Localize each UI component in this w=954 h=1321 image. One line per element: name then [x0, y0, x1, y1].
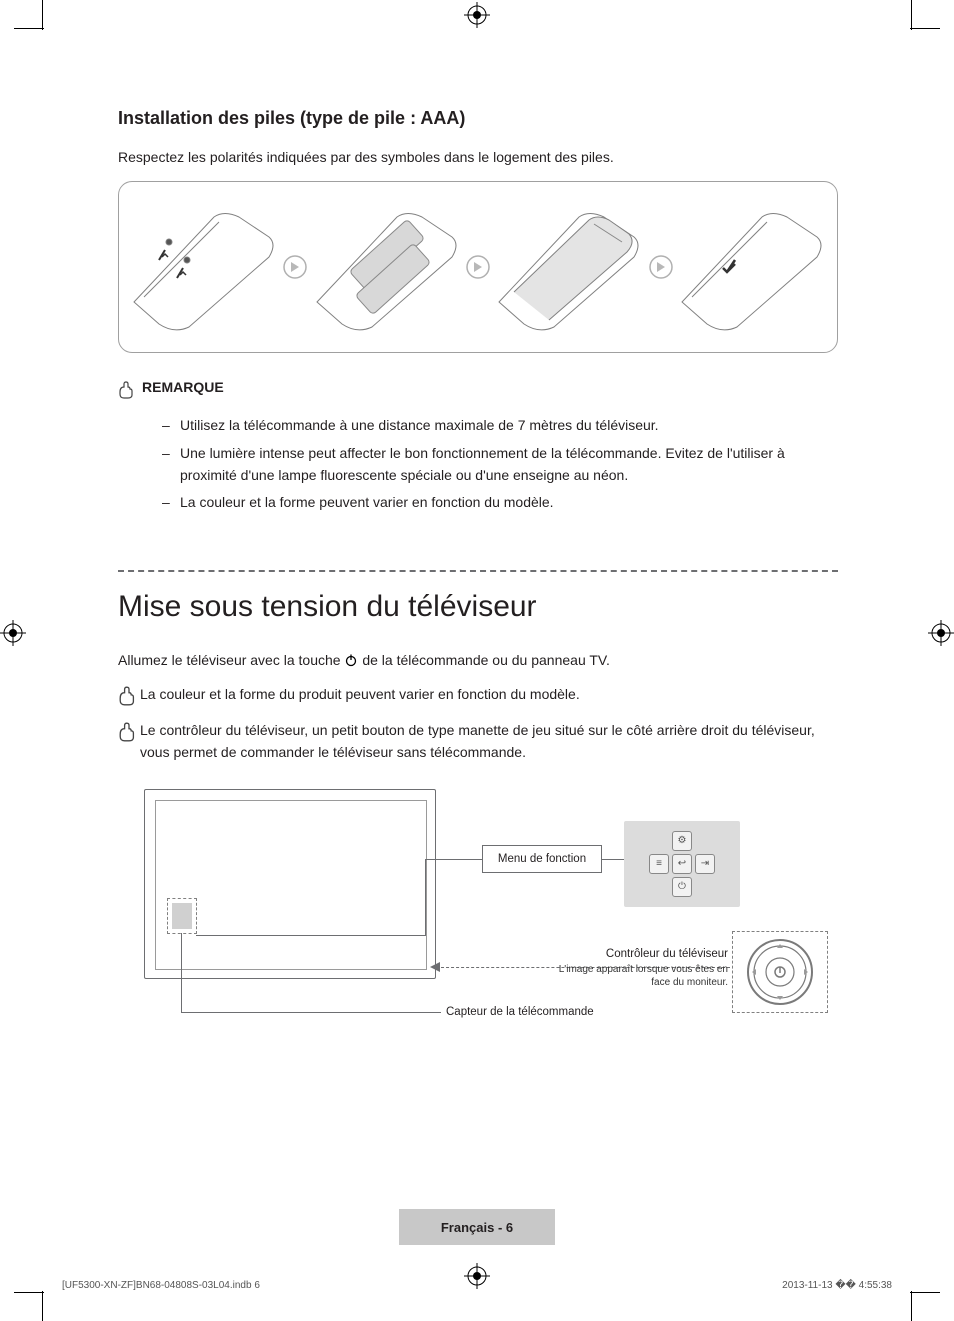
section2-intro: Allumez le téléviseur avec la touche de … — [118, 650, 838, 670]
crop-mark — [42, 0, 43, 30]
battery-step-4-icon — [677, 202, 827, 332]
section2-notes: La couleur et la forme du produit peuven… — [118, 684, 838, 763]
battery-step-2-icon — [312, 202, 462, 332]
crop-mark — [42, 1291, 43, 1321]
power-icon: ⏻ — [672, 877, 692, 897]
intro-text-after: de la télécommande ou du panneau TV. — [358, 652, 609, 668]
note-item: –Une lumière intense peut affecter le bo… — [162, 443, 838, 486]
note-item: La couleur et la forme du produit peuven… — [118, 684, 838, 714]
sensor-label: Capteur de la télécommande — [446, 1006, 594, 1018]
note-item: –La couleur et la forme peuvent varier e… — [162, 492, 838, 514]
note-item: –Utilisez la télécommande à une distance… — [162, 415, 838, 437]
tv-bezel — [155, 800, 427, 970]
remote-sensor-box — [167, 898, 197, 934]
crop-mark — [910, 28, 940, 29]
controller-illustration — [732, 931, 828, 1013]
note-list: –Utilisez la télécommande à une distance… — [162, 415, 838, 514]
battery-step-1-icon — [129, 202, 279, 332]
section-divider — [118, 570, 838, 572]
note-hand-icon — [118, 380, 138, 405]
crop-mark — [911, 1291, 912, 1321]
intro-text-before: Allumez le téléviseur avec la touche — [118, 652, 344, 668]
registration-mark-icon — [928, 620, 954, 646]
arrow-right-icon — [466, 255, 490, 279]
content-column: Installation des piles (type de pile : A… — [118, 108, 838, 1049]
crop-mark — [14, 1292, 44, 1293]
source-icon: ⇥ — [695, 854, 715, 874]
page: Installation des piles (type de pile : A… — [0, 0, 954, 1321]
footer-timestamp: 2013-11-13 �� 4:55:38 — [782, 1280, 892, 1291]
remote-sensor-fill — [172, 903, 192, 929]
arrow-right-icon — [283, 255, 307, 279]
arrow-left-icon — [430, 962, 440, 972]
note-header: REMARQUE — [118, 379, 838, 405]
tv-outline — [144, 789, 436, 979]
registration-mark-icon — [0, 620, 26, 646]
menu-label: Menu de fonction — [482, 845, 602, 873]
section1-heading: Installation des piles (type de pile : A… — [118, 108, 838, 129]
registration-mark-icon — [464, 1263, 490, 1289]
battery-step-3-icon — [494, 202, 644, 332]
leader-line — [602, 859, 624, 860]
leader-line — [181, 933, 182, 1013]
note-item: Le contrôleur du téléviseur, un petit bo… — [118, 720, 838, 763]
battery-illustration — [118, 181, 838, 353]
section2-heading: Mise sous tension du téléviseur — [118, 590, 838, 624]
return-icon: ↩ — [672, 854, 692, 874]
note-hand-icon — [118, 721, 140, 763]
leader-line — [181, 1012, 441, 1013]
controller-title: Contrôleur du téléviseur — [552, 947, 728, 963]
crop-mark — [910, 1292, 940, 1293]
arrow-right-icon — [649, 255, 673, 279]
footer-doc-path: [UF5300-XN-ZF]BN68-04808S-03L04.indb 6 — [62, 1280, 260, 1291]
leader-line — [426, 859, 482, 860]
page-number-badge: Français - 6 — [399, 1209, 555, 1245]
function-menu-illustration: ⚙ ⏻ ≡ ⇥ ↩ — [624, 821, 740, 907]
note-hand-icon — [118, 685, 140, 714]
section1-intro: Respectez les polarités indiquées par de… — [118, 147, 838, 167]
bars-icon: ≡ — [649, 854, 669, 874]
note-label: REMARQUE — [142, 379, 224, 395]
crop-mark — [14, 28, 44, 29]
gear-icon: ⚙ — [672, 831, 692, 851]
power-icon — [344, 652, 358, 666]
controller-label: Contrôleur du téléviseur L'image apparaî… — [552, 947, 728, 990]
controller-subtitle: L'image apparaît lorsque vous êtes en fa… — [552, 963, 728, 990]
leader-line — [196, 935, 426, 936]
tv-diagram: Menu de fonction ⚙ ⏻ ≡ ⇥ ↩ Contrôleur du… — [144, 789, 834, 1049]
registration-mark-icon — [464, 2, 490, 28]
crop-mark — [911, 0, 912, 30]
